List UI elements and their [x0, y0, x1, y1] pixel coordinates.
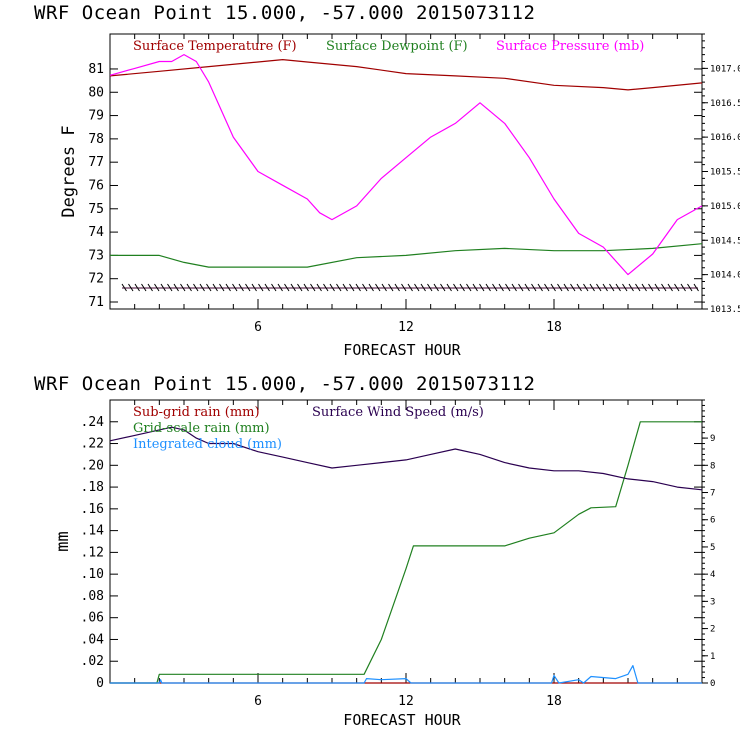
y-tick-label: .16 — [81, 502, 104, 517]
legend-entry-2: Surface Dewpoint (F) — [326, 39, 468, 54]
y-tick-label: 79 — [88, 109, 104, 124]
x-tick-label: 6 — [254, 694, 262, 709]
y-tick-label: 71 — [88, 295, 104, 310]
y2-tick-label: 1015.0 — [710, 202, 740, 212]
x-axis-label: FORECAST HOUR — [343, 341, 461, 359]
y2-tick-label: 7 — [710, 489, 715, 499]
y2-tick-label: 3 — [710, 597, 715, 607]
y-tick-label: 73 — [88, 248, 104, 263]
chart-title: WRF Ocean Point 15.000, -57.000 20150731… — [34, 2, 535, 24]
y-tick-label: 76 — [88, 178, 104, 193]
x-tick-label: 12 — [398, 694, 414, 709]
y-tick-label: 80 — [88, 85, 104, 100]
y2-tick-label: 1014.0 — [710, 271, 740, 281]
y2-tick-label: 1015.5 — [710, 168, 740, 178]
y-tick-label: .18 — [81, 480, 104, 495]
series-line-4 — [109, 426, 703, 491]
panel-1: WRF Ocean Point 15.000, -57.000 20150731… — [34, 2, 740, 359]
y-tick-label: 77 — [88, 155, 104, 170]
y2-tick-label: 2 — [710, 625, 715, 635]
x-tick-label: 6 — [254, 320, 262, 335]
y-axis-label: mm — [53, 531, 73, 551]
legend-entry-1: Surface Temperature (F) — [133, 39, 297, 54]
y2-tick-label: 9 — [710, 434, 715, 444]
y2-tick-label: 1016.5 — [710, 99, 740, 109]
plot-frame — [109, 33, 703, 310]
x-tick-label: 18 — [546, 694, 562, 709]
y-tick-label: .24 — [81, 415, 105, 430]
y2-tick-label: 1013.5 — [710, 305, 740, 315]
y2-tick-label: 5 — [710, 543, 715, 553]
x-tick-label: 18 — [546, 320, 562, 335]
y2-tick-label: 1017.0 — [710, 64, 740, 74]
legend-entry-3: Integrated cloud (mm) — [133, 437, 282, 452]
y-tick-label: 72 — [88, 272, 104, 287]
y-tick-label: 78 — [88, 132, 104, 147]
y-tick-label: 81 — [88, 62, 104, 77]
wind-barbs — [121, 283, 699, 292]
y2-tick-label: 1014.5 — [710, 236, 740, 246]
y2-tick-label: 4 — [710, 570, 715, 580]
y2-tick-label: 1 — [710, 652, 715, 662]
series-line-3 — [109, 53, 703, 276]
y-axis-label: Degrees F — [59, 125, 79, 217]
y2-tick-label: 8 — [710, 461, 715, 471]
legend-entry-2: Grid-scale rain (mm) — [133, 421, 270, 436]
y-tick-label: .10 — [81, 567, 104, 582]
series-line-2 — [110, 243, 703, 268]
y-tick-label: .08 — [81, 589, 104, 604]
series-line-2 — [110, 421, 702, 684]
x-axis-label: FORECAST HOUR — [343, 711, 461, 729]
chart-title: WRF Ocean Point 15.000, -57.000 20150731… — [34, 373, 535, 395]
panel-2: WRF Ocean Point 15.000, -57.000 20150731… — [34, 373, 715, 729]
y-tick-label: .12 — [81, 545, 104, 560]
y2-tick-label: 6 — [710, 516, 715, 526]
y2-tick-label: 1016.0 — [710, 133, 740, 143]
legend-entry-3: Surface Pressure (mb) — [496, 39, 644, 54]
y-tick-label: 74 — [88, 225, 104, 240]
series-line-3 — [110, 664, 702, 684]
y-tick-label: 75 — [88, 202, 104, 217]
y-tick-label: .06 — [81, 611, 104, 626]
legend-entry-1: Sub-grid rain (mm) — [133, 405, 260, 420]
y-tick-label: .22 — [81, 437, 104, 452]
y-tick-label: .14 — [81, 524, 105, 539]
y-tick-label: .02 — [81, 654, 104, 669]
series-line-1 — [109, 58, 703, 91]
y2-tick-label: 0 — [710, 679, 715, 689]
y-tick-label: 0 — [96, 676, 104, 691]
y-tick-label: .04 — [81, 632, 105, 647]
x-tick-label: 12 — [398, 320, 414, 335]
y-tick-label: .20 — [81, 458, 104, 473]
legend-entry-4: Surface Wind Speed (m/s) — [312, 405, 484, 420]
